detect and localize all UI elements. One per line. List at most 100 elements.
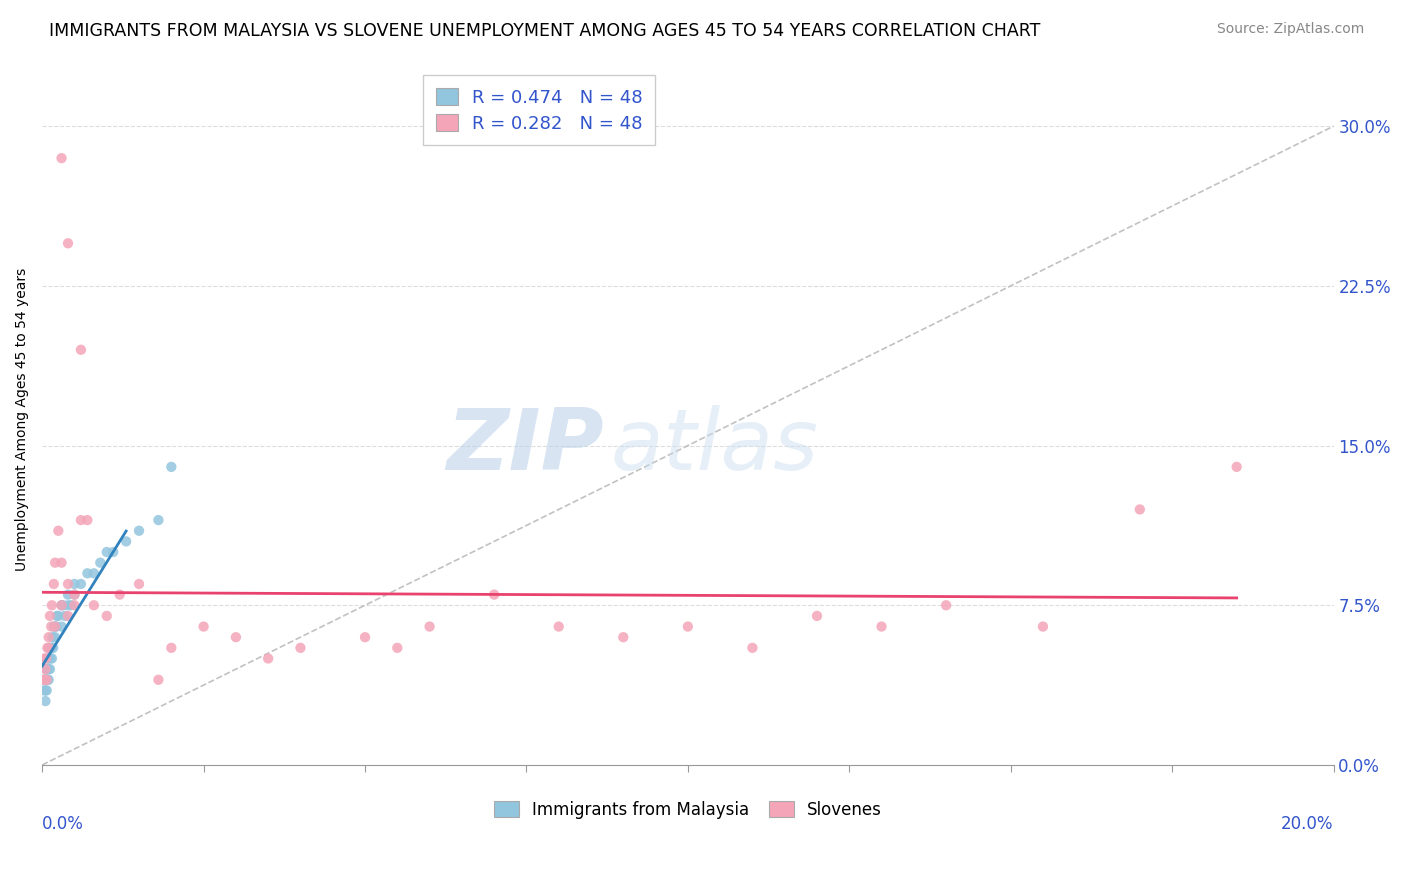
Point	[37, 651, 59, 665]
Text: Source: ZipAtlas.com: Source: ZipAtlas.com	[1216, 22, 1364, 37]
Point	[44, 619, 66, 633]
Point	[42, 619, 65, 633]
Point	[935, 599, 957, 613]
Point	[612, 630, 634, 644]
Point	[148, 673, 170, 687]
Point	[46, 608, 69, 623]
Point	[148, 513, 170, 527]
Point	[51, 599, 73, 613]
Point	[44, 556, 66, 570]
Point	[42, 640, 65, 655]
Point	[354, 630, 377, 644]
Point	[547, 619, 569, 633]
Point	[38, 640, 60, 655]
Point	[63, 588, 86, 602]
Point	[128, 577, 150, 591]
Point	[46, 524, 69, 538]
Point	[257, 651, 280, 665]
Text: ZIP: ZIP	[446, 405, 605, 488]
Point	[52, 599, 75, 613]
Point	[482, 588, 505, 602]
Point	[35, 673, 58, 687]
Point	[46, 608, 69, 623]
Point	[35, 651, 58, 665]
Text: 20.0%: 20.0%	[1281, 814, 1333, 833]
Point	[96, 608, 118, 623]
Point	[39, 651, 62, 665]
Point	[41, 640, 63, 655]
Point	[128, 524, 150, 538]
Point	[63, 577, 86, 591]
Point	[41, 651, 63, 665]
Point	[35, 683, 58, 698]
Point	[32, 673, 55, 687]
Point	[56, 577, 79, 591]
Point	[160, 640, 183, 655]
Point	[34, 673, 56, 687]
Point	[35, 673, 58, 687]
Point	[160, 459, 183, 474]
Point	[42, 577, 65, 591]
Point	[32, 651, 55, 665]
Point	[387, 640, 409, 655]
Point	[32, 683, 55, 698]
Point	[108, 588, 131, 602]
Point	[37, 640, 59, 655]
Point	[225, 630, 247, 644]
Point	[53, 608, 76, 623]
Point	[103, 545, 125, 559]
Point	[1226, 459, 1249, 474]
Point	[70, 513, 93, 527]
Y-axis label: Unemployment Among Ages 45 to 54 years: Unemployment Among Ages 45 to 54 years	[15, 268, 30, 571]
Point	[56, 599, 79, 613]
Point	[56, 608, 79, 623]
Legend: Immigrants from Malaysia, Slovenes: Immigrants from Malaysia, Slovenes	[486, 795, 889, 826]
Point	[39, 640, 62, 655]
Point	[56, 588, 79, 602]
Point	[60, 599, 83, 613]
Point	[419, 619, 441, 633]
Point	[51, 619, 73, 633]
Point	[39, 662, 62, 676]
Point	[51, 599, 73, 613]
Point	[44, 619, 66, 633]
Point	[41, 630, 63, 644]
Point	[35, 673, 58, 687]
Point	[676, 619, 699, 633]
Point	[741, 640, 763, 655]
Point	[32, 673, 55, 687]
Point	[193, 619, 215, 633]
Point	[51, 151, 73, 165]
Text: atlas: atlas	[610, 405, 818, 488]
Point	[870, 619, 893, 633]
Point	[39, 619, 62, 633]
Point	[89, 556, 111, 570]
Point	[63, 599, 86, 613]
Point	[56, 236, 79, 251]
Point	[83, 566, 105, 581]
Point	[76, 566, 98, 581]
Point	[34, 673, 56, 687]
Point	[37, 673, 59, 687]
Point	[38, 673, 60, 687]
Point	[1129, 502, 1152, 516]
Point	[41, 599, 63, 613]
Text: IMMIGRANTS FROM MALAYSIA VS SLOVENE UNEMPLOYMENT AMONG AGES 45 TO 54 YEARS CORRE: IMMIGRANTS FROM MALAYSIA VS SLOVENE UNEM…	[49, 22, 1040, 40]
Point	[96, 545, 118, 559]
Point	[83, 599, 105, 613]
Point	[39, 608, 62, 623]
Point	[115, 534, 138, 549]
Point	[38, 662, 60, 676]
Point	[70, 577, 93, 591]
Point	[1032, 619, 1054, 633]
Point	[45, 619, 67, 633]
Point	[70, 343, 93, 357]
Point	[38, 630, 60, 644]
Point	[63, 588, 86, 602]
Point	[290, 640, 312, 655]
Point	[38, 651, 60, 665]
Point	[37, 662, 59, 676]
Point	[34, 662, 56, 676]
Point	[806, 608, 828, 623]
Point	[51, 556, 73, 570]
